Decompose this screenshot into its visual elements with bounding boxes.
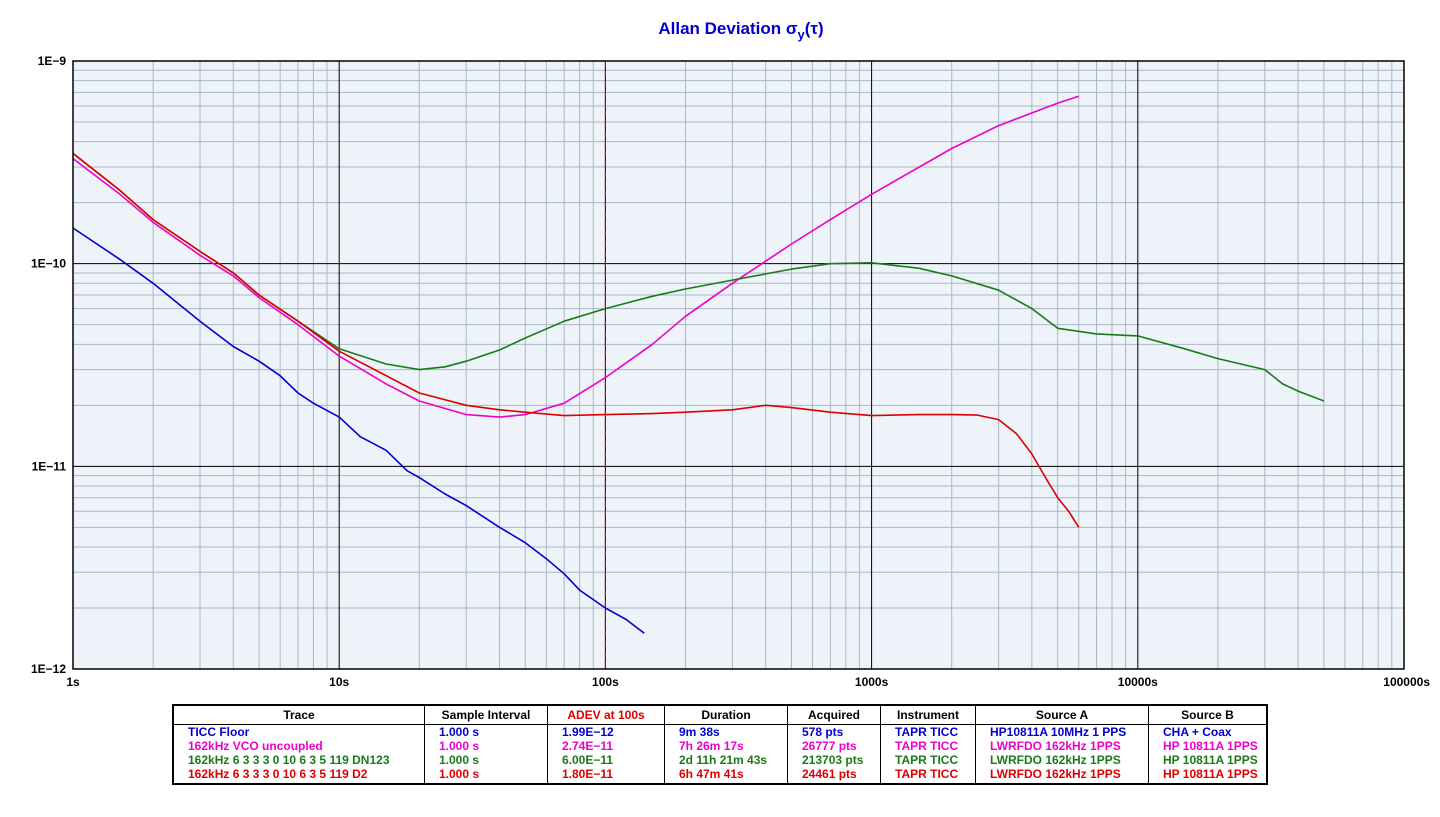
legend-cell: 6.00E−11 [547, 753, 665, 767]
legend-cell: HP 10811A 1PPS [1148, 767, 1267, 784]
legend-row: 162kHz VCO uncoupled 1.000 s 2.74E−11 7h 26… [173, 739, 1267, 753]
legend-cell: 1.80E−11 [547, 767, 665, 784]
header-trace: Trace [173, 705, 425, 725]
legend-cell: 578 pts [787, 724, 881, 739]
legend-cell: 162kHz VCO uncoupled [188, 739, 323, 753]
legend-cell: 1.000 s [424, 753, 548, 767]
legend-cell: LWRFDO 162kHz 1PPS [975, 739, 1149, 753]
legend-cell: 7h 26m 17s [664, 739, 788, 753]
header-sample-interval: Sample Interval [424, 705, 548, 725]
plot-area [73, 61, 1404, 669]
legend-table: Trace Sample Interval ADEV at 100s Durat… [172, 704, 1268, 785]
header-adev: ADEV at 100s [547, 705, 665, 725]
legend-cell: TAPR TICC [880, 739, 976, 753]
legend-cell: 1.000 s [424, 767, 548, 784]
header-source-a: Source A [975, 705, 1149, 725]
legend-row: TICC Floor 1.000 s 1.99E−12 9m 38s 578 pts TA… [173, 724, 1267, 739]
legend-cell: 162kHz 6 3 3 3 0 10 6 3 5 119 D2 [188, 767, 368, 781]
legend-cell: TAPR TICC [880, 724, 976, 739]
legend-cell: 213703 pts [787, 753, 881, 767]
legend-cell: HP 10811A 1PPS [1148, 753, 1267, 767]
legend-cell: 1.99E−12 [547, 724, 665, 739]
plot-frame [72, 60, 1405, 670]
header-source-b: Source B [1148, 705, 1267, 725]
x-tick-label: 10s [329, 675, 349, 689]
header-acquired: Acquired [787, 705, 881, 725]
legend-cell: LWRFDO 162kHz 1PPS [975, 767, 1149, 784]
y-tick-label: 1E−9 [38, 54, 67, 68]
minor-grid [73, 61, 1404, 669]
legend-cell: 2.74E−11 [547, 739, 665, 753]
legend-cell: CHA + Coax [1148, 724, 1267, 739]
header-duration: Duration [664, 705, 788, 725]
legend-row: 162kHz 6 3 3 3 0 10 6 3 5 119 DN123 1.000… [173, 753, 1267, 767]
legend-cell: 1.000 s [424, 724, 548, 739]
legend-cell: HP10811A 10MHz 1 PPS [975, 724, 1149, 739]
legend-cell: TAPR TICC [880, 767, 976, 784]
legend-cell: 2d 11h 21m 43s [664, 753, 788, 767]
legend-cell: 9m 38s [664, 724, 788, 739]
legend-cell: 24461 pts [787, 767, 881, 784]
legend-cell: 1.000 s [424, 739, 548, 753]
header-instrument: Instrument [880, 705, 976, 725]
x-tick-label: 1000s [855, 675, 889, 689]
y-tick-label: 1E−11 [32, 459, 67, 473]
series-group [72, 95, 1325, 634]
legend-cell: TICC Floor [188, 725, 250, 739]
x-tick-labels: 1s 10s 100s 1000s 10000s 100000s [66, 675, 1430, 689]
series-line-2 [72, 95, 1079, 418]
adev-chart: Allan Deviation σy(τ) 1s 10s 100s 1000s 1000… [31, 19, 1430, 689]
chart-title: Allan Deviation σy(τ) [658, 19, 823, 42]
series-line-4 [72, 152, 1080, 528]
y-tick-label: 1E−10 [31, 257, 66, 271]
legend-cell: 6h 47m 41s [664, 767, 788, 784]
x-tick-label: 100s [592, 675, 619, 689]
legend-header-row: Trace Sample Interval ADEV at 100s Durat… [173, 705, 1267, 725]
legend-cell: 162kHz 6 3 3 3 0 10 6 3 5 119 DN123 [188, 753, 390, 767]
y-tick-label: 1E−12 [31, 662, 66, 676]
legend-cell: 26777 pts [787, 739, 881, 753]
legend-cell: TAPR TICC [880, 753, 976, 767]
series-line-1 [72, 227, 645, 634]
x-tick-label: 1s [66, 675, 80, 689]
legend-cell: HP 10811A 1PPS [1148, 739, 1267, 753]
x-tick-label: 100000s [1383, 675, 1430, 689]
x-tick-label: 10000s [1118, 675, 1158, 689]
y-tick-labels: 1E−9 1E−10 1E−11 1E−12 [31, 54, 66, 676]
legend-cell: LWRFDO 162kHz 1PPS [975, 753, 1149, 767]
